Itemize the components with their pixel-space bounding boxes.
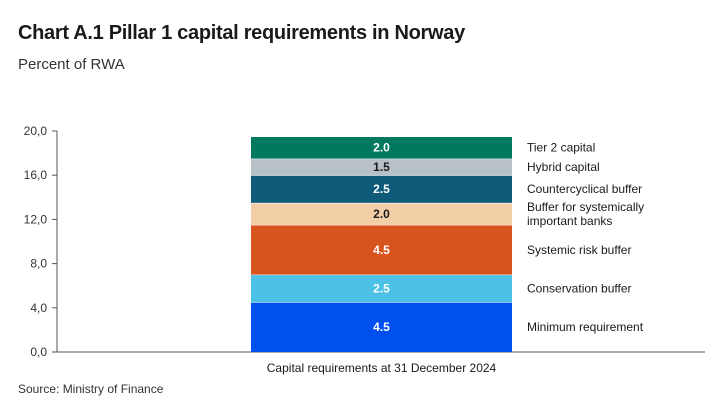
- y-tick-label: 8,0: [30, 257, 47, 271]
- data-label: 4.5: [373, 243, 390, 257]
- data-label: 4.5: [373, 320, 390, 334]
- data-label: 2.5: [373, 182, 390, 196]
- bar-segment: [251, 158, 512, 176]
- data-label: 1.5: [373, 160, 390, 174]
- legend-entry: Tier 2 capital: [527, 141, 595, 155]
- bar-segment: [251, 136, 512, 159]
- y-tick-label: 4,0: [30, 301, 47, 315]
- legend-entry: Buffer for systemically: [527, 200, 644, 214]
- y-tick-label: 12,0: [24, 212, 48, 226]
- bar-stack: 4.5 2.5 4.5 2.0 2.5 1.5 2.0: [251, 136, 512, 352]
- legend-entry: important banks: [527, 214, 612, 228]
- y-axis: 0,0 4,0 8,0 12,0 16,0 20,0: [24, 124, 705, 359]
- y-tick-label: 20,0: [24, 124, 48, 138]
- chart-title: Chart A.1 Pillar 1 capital requirements …: [18, 22, 465, 44]
- bar-segment: [251, 224, 512, 275]
- bar-segment: [251, 274, 512, 303]
- legend: Minimum requirement Conservation buffer Sy…: [527, 141, 644, 335]
- y-tick-label: 0,0: [30, 345, 47, 359]
- x-axis: Capital requirements at 31 December 2024: [267, 361, 497, 375]
- legend-entry: Conservation buffer: [527, 281, 632, 295]
- data-label: 2.0: [373, 141, 390, 155]
- y-tick-label: 16,0: [24, 168, 48, 182]
- bar-segment: [251, 175, 512, 203]
- legend-entry: Systemic risk buffer: [527, 243, 631, 257]
- bar-segment: [251, 302, 512, 352]
- source-note: Source: Ministry of Finance: [18, 382, 164, 396]
- chart-subtitle: Percent of RWA: [18, 56, 125, 73]
- data-label: 2.0: [373, 207, 390, 221]
- legend-entry: Minimum requirement: [527, 320, 644, 334]
- legend-entry: Countercyclical buffer: [527, 182, 642, 196]
- x-category-label: Capital requirements at 31 December 2024: [267, 361, 497, 375]
- data-label: 2.5: [373, 281, 390, 295]
- bar-segment: [251, 202, 512, 225]
- legend-entry: Hybrid capital: [527, 160, 600, 174]
